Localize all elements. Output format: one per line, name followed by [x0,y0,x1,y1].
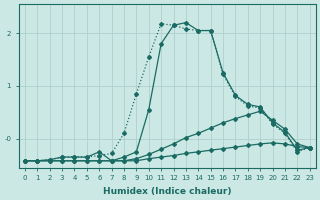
X-axis label: Humidex (Indice chaleur): Humidex (Indice chaleur) [103,187,232,196]
